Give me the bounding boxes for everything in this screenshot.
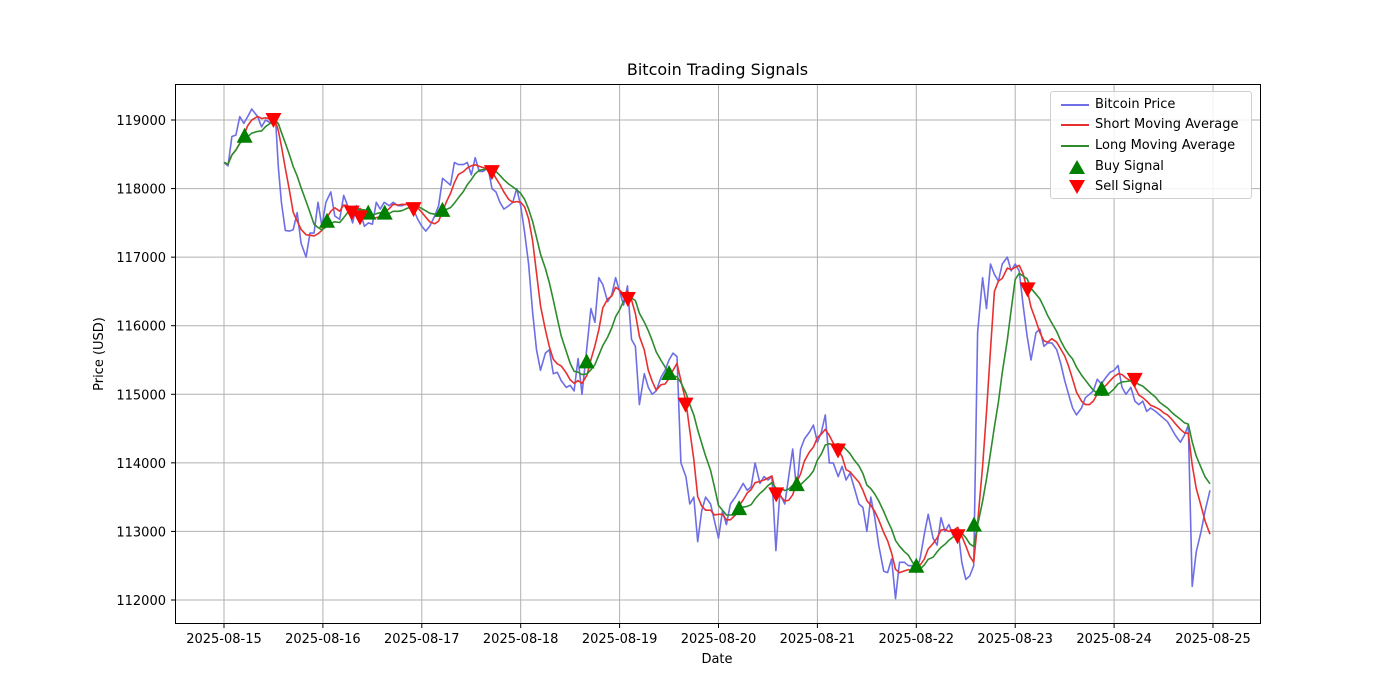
buy-signal-marker [236, 127, 253, 143]
buy-signal-marker [731, 500, 748, 516]
sell-signal-marker [265, 113, 282, 128]
x-tick-label: 2025-08-20 [681, 632, 757, 647]
legend-item-short-ma: Short Moving Average [1051, 115, 1251, 135]
y-axis-ticks: 112000 113000 114000 115000 116000 117000 1180… [116, 114, 176, 609]
x-axis-label: Date [701, 652, 732, 667]
x-tick-label: 2025-08-25 [1175, 632, 1251, 647]
sell-signal-marker [619, 291, 636, 307]
buy-signal-marker [788, 476, 805, 492]
x-tick-label: 2025-08-23 [977, 632, 1053, 647]
sell-signal-marker [483, 165, 500, 181]
y-tick-label: 116000 [116, 320, 166, 335]
x-tick-label: 2025-08-15 [186, 632, 262, 647]
y-tick-label: 113000 [116, 525, 166, 540]
line-swatch-icon [1061, 104, 1089, 106]
y-tick-label: 112000 [116, 594, 166, 609]
triangle-down-icon [1069, 180, 1085, 194]
x-tick-label: 2025-08-24 [1076, 632, 1152, 647]
line-swatch-icon [1061, 145, 1089, 147]
sell-signal-marker [351, 210, 368, 226]
legend-item-buy-signal: Buy Signal [1051, 157, 1251, 177]
x-tick-label: 2025-08-17 [384, 632, 460, 647]
bitcoin-price-line [223, 108, 1211, 600]
chart-title: Bitcoin Trading Signals [626, 60, 809, 79]
buy-signal-marker [1093, 380, 1110, 396]
x-tick-label: 2025-08-19 [582, 632, 658, 647]
sell-signal-marker [677, 397, 694, 413]
y-tick-label: 115000 [116, 388, 166, 403]
sell-signal-marker [1126, 372, 1143, 388]
legend: Bitcoin Price Short Moving Average Long … [1050, 91, 1252, 199]
legend-item-sell-signal: Sell Signal [1051, 177, 1251, 197]
buy-signal-marker [376, 204, 393, 220]
grid-lines [176, 85, 1260, 623]
sell-signal-marker [1019, 282, 1036, 298]
x-tick-label: 2025-08-18 [483, 632, 559, 647]
x-tick-label: 2025-08-21 [780, 632, 856, 647]
buy-signal-marker [661, 365, 678, 381]
buy-signal-marker [578, 353, 595, 369]
sell-signal-marker [405, 202, 422, 218]
line-swatch-icon [1061, 124, 1089, 126]
triangle-up-icon [1069, 160, 1085, 174]
x-axis-ticks: 2025-08-15 2025-08-16 2025-08-17 2025-08-18… [186, 623, 1251, 647]
y-tick-label: 114000 [116, 457, 166, 472]
sell-signal-marker [830, 443, 847, 459]
buy-signal-marker [434, 201, 451, 217]
signal-markers [236, 113, 1143, 573]
y-tick-label: 117000 [116, 251, 166, 266]
buy-signal-marker [319, 212, 336, 228]
y-axis-label: Price (USD) [92, 317, 107, 391]
sell-signal-marker [343, 205, 360, 221]
buy-signal-marker [965, 516, 982, 532]
sell-signal-marker [949, 529, 966, 545]
x-tick-label: 2025-08-22 [879, 632, 955, 647]
legend-item-long-ma: Long Moving Average [1051, 136, 1251, 156]
y-tick-label: 118000 [116, 183, 166, 198]
y-tick-label: 119000 [116, 114, 166, 129]
sell-signal-marker [768, 487, 785, 503]
legend-item-bitcoin-price: Bitcoin Price [1051, 95, 1251, 115]
x-tick-label: 2025-08-16 [285, 632, 361, 647]
buy-signal-marker [908, 557, 925, 573]
